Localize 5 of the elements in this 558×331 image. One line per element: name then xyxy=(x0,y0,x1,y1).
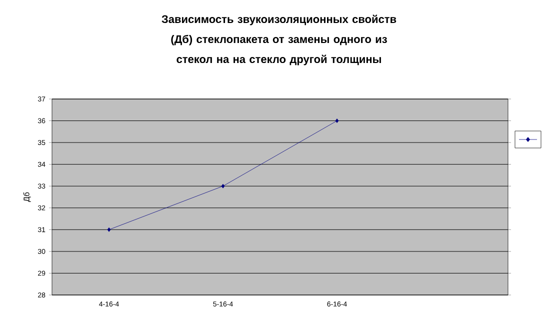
point xyxy=(335,118,339,123)
chart-title: Зависимость звукоизоляционных свойств (Дб) стеклопакета от замены одного из стекол на на стекло другой толщины xyxy=(162,14,396,66)
point xyxy=(221,184,225,188)
y-axis-title: Дб xyxy=(23,192,31,202)
point xyxy=(107,227,111,232)
